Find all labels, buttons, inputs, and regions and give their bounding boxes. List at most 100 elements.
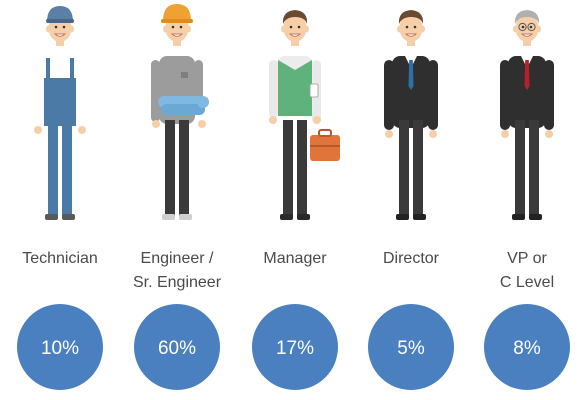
eye: [62, 25, 66, 29]
category-group: Engineer / Sr. Engineer 60%: [133, 4, 222, 390]
shoe: [297, 214, 310, 220]
briefcase: [310, 135, 340, 161]
eye: [54, 25, 58, 29]
ear: [186, 25, 191, 33]
category-label: VP or: [507, 250, 547, 267]
hair: [398, 10, 424, 24]
left-leg: [48, 120, 58, 216]
shoe: [529, 214, 542, 220]
ear: [420, 25, 425, 33]
shoe: [62, 214, 75, 220]
briefcase-strap: [310, 145, 340, 147]
value-circle: [368, 304, 454, 390]
hardhat-brim: [161, 19, 193, 23]
value-label: 8%: [513, 338, 541, 359]
right-leg: [413, 120, 423, 216]
sleeve: [34, 60, 42, 126]
hand: [198, 120, 206, 128]
shoe: [45, 214, 58, 220]
category-label: Engineer /: [141, 250, 214, 267]
value-label: 10%: [41, 338, 79, 359]
hand: [313, 116, 321, 124]
engineer-figure-icon: [151, 4, 209, 220]
sleeve: [544, 60, 554, 130]
value-circle: [484, 304, 570, 390]
shoe: [396, 214, 409, 220]
blueprint-roll: [161, 104, 205, 115]
category-group: Manager 17%: [252, 10, 340, 390]
category-label: Director: [383, 250, 440, 267]
right-leg: [529, 120, 539, 216]
value-circle: [252, 304, 338, 390]
ear: [513, 25, 518, 33]
ear: [281, 25, 286, 33]
shoe: [162, 214, 175, 220]
hand: [34, 126, 42, 134]
value-label: 60%: [158, 338, 196, 359]
eye: [289, 25, 293, 29]
executive-figure-icon: [500, 10, 554, 220]
shoe: [179, 214, 192, 220]
category-group: Technician 10%: [17, 6, 103, 390]
jacket: [392, 56, 430, 128]
hand: [385, 130, 393, 138]
sleeve: [151, 60, 160, 122]
eye: [297, 25, 301, 29]
category-label: Technician: [22, 250, 98, 267]
technician-figure-icon: [34, 6, 86, 220]
category-label: C Level: [500, 274, 554, 291]
hand: [78, 126, 86, 134]
hand: [429, 130, 437, 138]
smile: [53, 33, 67, 37]
director-figure-icon: [384, 10, 438, 220]
face: [399, 14, 423, 42]
shoe: [413, 214, 426, 220]
right-leg: [297, 120, 307, 216]
glasses-lens: [518, 22, 527, 32]
overalls-strap: [70, 58, 74, 80]
ear: [536, 25, 541, 33]
briefcase-handle: [318, 129, 332, 137]
phone: [309, 83, 319, 98]
eye: [179, 25, 183, 29]
left-leg: [165, 120, 175, 216]
value-label: 17%: [276, 338, 314, 359]
shoe: [280, 214, 293, 220]
value-circle: [134, 304, 220, 390]
eye: [413, 25, 417, 29]
category-group: VP or C Level 8%: [484, 10, 570, 390]
vest: [278, 60, 312, 116]
value-circle: [17, 304, 103, 390]
shoe: [512, 214, 525, 220]
category-group: Director 5%: [368, 10, 454, 390]
sleeve: [269, 60, 278, 118]
ear: [397, 25, 402, 33]
ear: [304, 25, 309, 33]
cap-brim: [46, 19, 74, 23]
smile: [404, 33, 418, 37]
sleeve: [500, 60, 510, 130]
hand: [501, 130, 509, 138]
pocket: [181, 72, 188, 78]
eye: [405, 25, 409, 29]
category-label: Sr. Engineer: [133, 274, 222, 291]
hardhat: [163, 4, 191, 21]
left-leg: [283, 120, 293, 216]
left-leg: [399, 120, 409, 216]
right-leg: [179, 120, 189, 216]
hand: [152, 120, 160, 128]
smile: [170, 33, 184, 37]
ear: [46, 25, 51, 33]
hand: [269, 116, 277, 124]
tie: [524, 60, 530, 90]
hair: [282, 10, 308, 24]
eye: [521, 25, 525, 29]
category-label: Manager: [263, 250, 327, 267]
manager-figure-icon: [269, 10, 340, 220]
overalls-strap: [46, 58, 50, 80]
glasses-lens: [527, 22, 536, 32]
jacket: [508, 56, 546, 128]
left-leg: [515, 120, 525, 216]
eye: [171, 25, 175, 29]
